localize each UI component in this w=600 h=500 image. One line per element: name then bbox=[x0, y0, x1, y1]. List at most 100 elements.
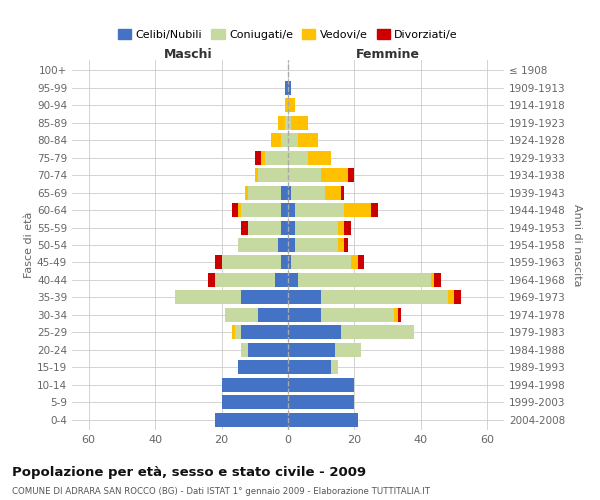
Bar bbox=[288, 360, 331, 374]
Bar bbox=[288, 342, 335, 356]
Bar bbox=[288, 203, 295, 217]
Y-axis label: Anni di nascita: Anni di nascita bbox=[572, 204, 582, 286]
Bar bbox=[221, 395, 288, 409]
Bar bbox=[255, 168, 258, 182]
Bar bbox=[288, 238, 295, 252]
Bar bbox=[284, 81, 288, 95]
Bar bbox=[241, 290, 288, 304]
Bar bbox=[288, 186, 292, 200]
Bar bbox=[358, 256, 364, 270]
Bar bbox=[295, 238, 338, 252]
Bar bbox=[288, 151, 308, 164]
Bar bbox=[284, 116, 288, 130]
Bar bbox=[288, 98, 295, 112]
Bar bbox=[288, 168, 321, 182]
Bar bbox=[281, 256, 288, 270]
Bar bbox=[341, 186, 344, 200]
Bar bbox=[221, 256, 281, 270]
Bar bbox=[208, 273, 215, 287]
Bar bbox=[238, 360, 288, 374]
Bar bbox=[292, 256, 351, 270]
Text: Femmine: Femmine bbox=[356, 48, 419, 61]
Bar bbox=[175, 290, 241, 304]
Bar bbox=[371, 203, 378, 217]
Y-axis label: Fasce di età: Fasce di età bbox=[24, 212, 34, 278]
Bar bbox=[288, 326, 341, 339]
Bar bbox=[271, 134, 281, 147]
Bar bbox=[225, 308, 258, 322]
Text: COMUNE DI ADRARA SAN ROCCO (BG) - Dati ISTAT 1° gennaio 2009 - Elaborazione TUTT: COMUNE DI ADRARA SAN ROCCO (BG) - Dati I… bbox=[12, 487, 430, 496]
Bar bbox=[241, 326, 288, 339]
Bar bbox=[258, 308, 288, 322]
Bar bbox=[288, 395, 355, 409]
Bar bbox=[288, 134, 298, 147]
Bar bbox=[215, 256, 221, 270]
Bar bbox=[281, 203, 288, 217]
Bar bbox=[232, 203, 238, 217]
Bar bbox=[292, 116, 308, 130]
Bar bbox=[288, 256, 292, 270]
Bar bbox=[265, 151, 288, 164]
Bar bbox=[241, 203, 281, 217]
Bar bbox=[288, 308, 321, 322]
Bar bbox=[298, 134, 318, 147]
Bar bbox=[241, 342, 248, 356]
Bar bbox=[288, 220, 295, 234]
Bar bbox=[288, 116, 292, 130]
Bar bbox=[321, 168, 348, 182]
Bar bbox=[235, 326, 241, 339]
Bar bbox=[335, 342, 361, 356]
Bar bbox=[258, 168, 288, 182]
Bar bbox=[454, 290, 461, 304]
Bar bbox=[238, 238, 278, 252]
Bar bbox=[338, 220, 344, 234]
Bar bbox=[241, 220, 248, 234]
Bar bbox=[292, 186, 325, 200]
Bar bbox=[295, 203, 344, 217]
Bar bbox=[325, 186, 341, 200]
Bar bbox=[351, 256, 358, 270]
Bar bbox=[255, 151, 262, 164]
Bar bbox=[238, 203, 241, 217]
Bar bbox=[281, 186, 288, 200]
Bar bbox=[295, 220, 338, 234]
Bar bbox=[394, 308, 398, 322]
Bar bbox=[248, 186, 281, 200]
Bar bbox=[348, 168, 355, 182]
Bar bbox=[434, 273, 441, 287]
Bar bbox=[398, 308, 401, 322]
Bar bbox=[221, 378, 288, 392]
Bar bbox=[275, 273, 288, 287]
Bar bbox=[215, 273, 275, 287]
Bar bbox=[288, 81, 292, 95]
Bar bbox=[308, 151, 331, 164]
Bar bbox=[288, 378, 355, 392]
Bar bbox=[215, 412, 288, 426]
Legend: Celibi/Nubili, Coniugati/e, Vedovi/e, Divorziati/e: Celibi/Nubili, Coniugati/e, Vedovi/e, Di… bbox=[113, 25, 463, 44]
Bar bbox=[288, 412, 358, 426]
Bar bbox=[321, 290, 448, 304]
Bar bbox=[284, 98, 288, 112]
Bar bbox=[344, 203, 371, 217]
Bar bbox=[344, 238, 348, 252]
Bar bbox=[281, 220, 288, 234]
Bar bbox=[278, 116, 284, 130]
Bar bbox=[248, 220, 281, 234]
Bar bbox=[281, 134, 288, 147]
Bar bbox=[288, 290, 321, 304]
Text: Maschi: Maschi bbox=[164, 48, 212, 61]
Bar bbox=[331, 360, 338, 374]
Bar bbox=[248, 342, 288, 356]
Bar bbox=[321, 308, 394, 322]
Bar bbox=[262, 151, 265, 164]
Bar bbox=[245, 186, 248, 200]
Bar bbox=[344, 220, 351, 234]
Bar bbox=[288, 273, 298, 287]
Bar bbox=[298, 273, 431, 287]
Text: Popolazione per età, sesso e stato civile - 2009: Popolazione per età, sesso e stato civil… bbox=[12, 466, 366, 479]
Bar bbox=[338, 238, 344, 252]
Bar bbox=[431, 273, 434, 287]
Bar bbox=[448, 290, 454, 304]
Bar bbox=[278, 238, 288, 252]
Bar bbox=[341, 326, 414, 339]
